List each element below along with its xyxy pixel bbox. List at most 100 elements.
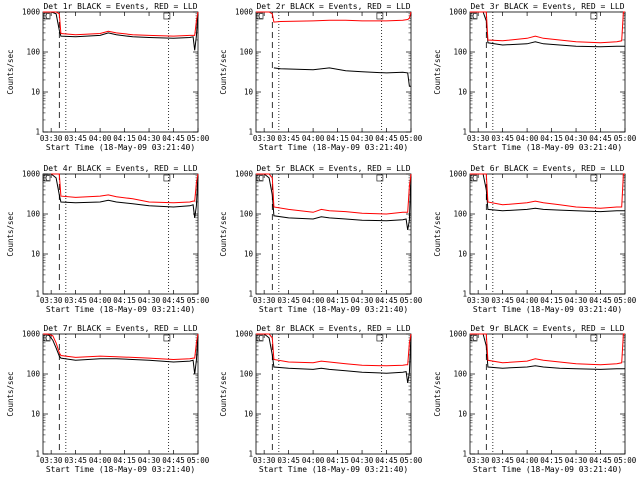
panel-title: Det 4r BLACK = Events, RED = LLD (43, 164, 197, 173)
marker-label: C (472, 174, 477, 183)
y-tick-label: 1 (462, 450, 467, 459)
lld-series-line (470, 11, 625, 44)
marker-box-right (163, 334, 171, 342)
x-tick-label: 03:45 (277, 134, 300, 143)
y-tick-label: 10 (31, 88, 41, 97)
x-tick-label: 04:30 (351, 456, 374, 465)
panel-title: Det 9r BLACK = Events, RED = LLD (470, 324, 624, 333)
marker-box-right (163, 12, 171, 20)
plot-frame (42, 333, 199, 455)
x-tick-label: 04:30 (565, 456, 588, 465)
lld-series-line (256, 173, 412, 215)
y-tick-label: 100 (453, 370, 467, 379)
plot-frame (42, 173, 199, 295)
x-tick-label: 04:45 (375, 296, 398, 305)
panel-title: Det 7r BLACK = Events, RED = LLD (43, 324, 197, 333)
events-series-line (256, 333, 412, 383)
x-tick-label: 03:45 (277, 296, 300, 305)
marker-box-right (590, 12, 598, 20)
y-tick-label: 1000 (22, 330, 41, 339)
plot-frame (255, 173, 412, 295)
plot-frame (469, 173, 626, 295)
x-tick-label: 04:30 (565, 134, 588, 143)
x-tick-label: 04:45 (589, 134, 612, 143)
x-tick-label: 03:30 (253, 134, 276, 143)
lld-series-line (470, 173, 625, 209)
x-tick-label: 03:30 (253, 456, 276, 465)
x-tick-label: 03:30 (40, 456, 63, 465)
x-tick-label: 04:30 (138, 456, 161, 465)
x-tick-label: 04:15 (540, 296, 563, 305)
x-axis-label: Start Time (18-May-09 03:21:40) (473, 305, 622, 314)
x-axis-label: Start Time (18-May-09 03:21:40) (259, 465, 408, 474)
marker-box-right (590, 174, 598, 182)
x-tick-label: 03:30 (40, 296, 63, 305)
marker-label: C (45, 334, 50, 343)
y-tick-label: 100 (26, 210, 40, 219)
y-tick-label: 100 (26, 370, 40, 379)
x-tick-label: 05:00 (187, 456, 210, 465)
marker-box-right (163, 174, 171, 182)
y-axis-label: Counts/sec (6, 211, 15, 256)
x-tick-label: 03:45 (64, 456, 87, 465)
y-tick-label: 10 (458, 250, 468, 259)
x-tick-label: 05:00 (614, 296, 637, 305)
x-tick-label: 05:00 (400, 134, 423, 143)
x-tick-label: 03:30 (467, 296, 490, 305)
x-axis-label: Start Time (18-May-09 03:21:40) (259, 143, 408, 152)
y-tick-label: 1 (248, 128, 253, 137)
x-tick-label: 04:30 (565, 296, 588, 305)
x-tick-label: 03:45 (491, 296, 514, 305)
y-tick-label: 1 (248, 450, 253, 459)
x-tick-label: 04:15 (326, 134, 349, 143)
x-tick-label: 04:00 (302, 456, 325, 465)
plot-frame (42, 11, 199, 133)
y-tick-label: 1 (35, 290, 40, 299)
y-tick-label: 1 (35, 450, 40, 459)
x-tick-label: 05:00 (187, 296, 210, 305)
x-tick-label: 04:00 (302, 296, 325, 305)
x-tick-label: 04:15 (540, 456, 563, 465)
y-tick-label: 100 (453, 210, 467, 219)
y-tick-label: 10 (244, 250, 254, 259)
x-tick-label: 04:45 (589, 296, 612, 305)
panel-title: Det 5r BLACK = Events, RED = LLD (256, 164, 410, 173)
panel-title: Det 3r BLACK = Events, RED = LLD (470, 2, 624, 11)
marker-box-right (590, 334, 598, 342)
marker-label: C (472, 12, 477, 21)
x-tick-label: 04:15 (113, 296, 136, 305)
y-tick-label: 10 (244, 410, 254, 419)
x-tick-label: 05:00 (400, 456, 423, 465)
y-tick-label: 1 (462, 290, 467, 299)
y-tick-label: 100 (239, 48, 253, 57)
lld-series-line (256, 11, 412, 23)
x-tick-label: 04:30 (138, 134, 161, 143)
y-axis-label: Counts/sec (219, 211, 228, 256)
y-tick-label: 1000 (235, 330, 254, 339)
marker-label: C (45, 12, 50, 21)
y-tick-label: 10 (31, 410, 41, 419)
marker-label: C (258, 334, 263, 343)
y-tick-label: 1000 (449, 170, 468, 179)
x-tick-label: 05:00 (614, 456, 637, 465)
x-tick-label: 05:00 (400, 296, 423, 305)
y-tick-label: 10 (244, 88, 254, 97)
y-tick-label: 10 (458, 410, 468, 419)
y-tick-label: 10 (31, 250, 41, 259)
events-series-line (256, 173, 412, 230)
x-tick-label: 03:30 (253, 296, 276, 305)
x-tick-label: 03:45 (64, 134, 87, 143)
x-tick-label: 04:15 (326, 296, 349, 305)
x-tick-label: 04:00 (302, 134, 325, 143)
events-series-line (470, 11, 625, 48)
x-tick-label: 03:30 (467, 134, 490, 143)
y-tick-label: 1000 (22, 8, 41, 17)
y-axis-label: Counts/sec (433, 371, 442, 416)
x-axis-label: Start Time (18-May-09 03:21:40) (473, 465, 622, 474)
x-tick-label: 04:45 (589, 456, 612, 465)
x-tick-label: 04:30 (351, 296, 374, 305)
